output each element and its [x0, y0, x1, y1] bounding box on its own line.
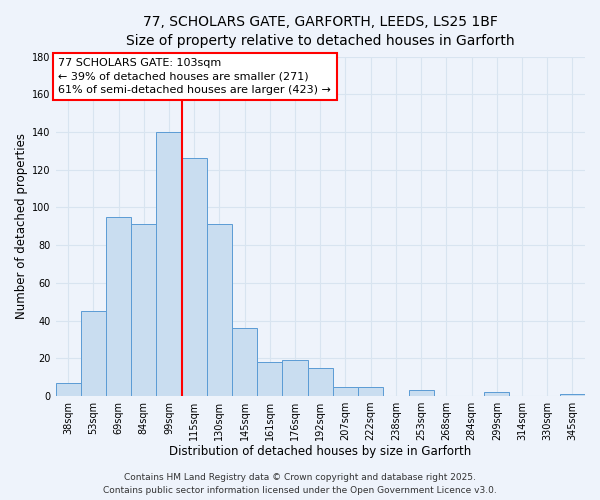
Bar [257, 362, 283, 396]
Text: 77 SCHOLARS GATE: 103sqm
← 39% of detached houses are smaller (271)
61% of semi-: 77 SCHOLARS GATE: 103sqm ← 39% of detach… [58, 58, 331, 94]
Bar [283, 360, 308, 396]
Bar [333, 386, 358, 396]
Bar [560, 394, 585, 396]
Bar [484, 392, 509, 396]
Title: 77, SCHOLARS GATE, GARFORTH, LEEDS, LS25 1BF
Size of property relative to detach: 77, SCHOLARS GATE, GARFORTH, LEEDS, LS25… [126, 15, 515, 48]
Bar [131, 224, 157, 396]
Text: Contains HM Land Registry data © Crown copyright and database right 2025.
Contai: Contains HM Land Registry data © Crown c… [103, 474, 497, 495]
Bar [157, 132, 182, 396]
X-axis label: Distribution of detached houses by size in Garforth: Distribution of detached houses by size … [169, 444, 472, 458]
Bar [81, 311, 106, 396]
Bar [106, 217, 131, 396]
Bar [358, 386, 383, 396]
Bar [182, 158, 207, 396]
Bar [232, 328, 257, 396]
Bar [207, 224, 232, 396]
Bar [56, 383, 81, 396]
Bar [409, 390, 434, 396]
Bar [308, 368, 333, 396]
Y-axis label: Number of detached properties: Number of detached properties [15, 134, 28, 320]
